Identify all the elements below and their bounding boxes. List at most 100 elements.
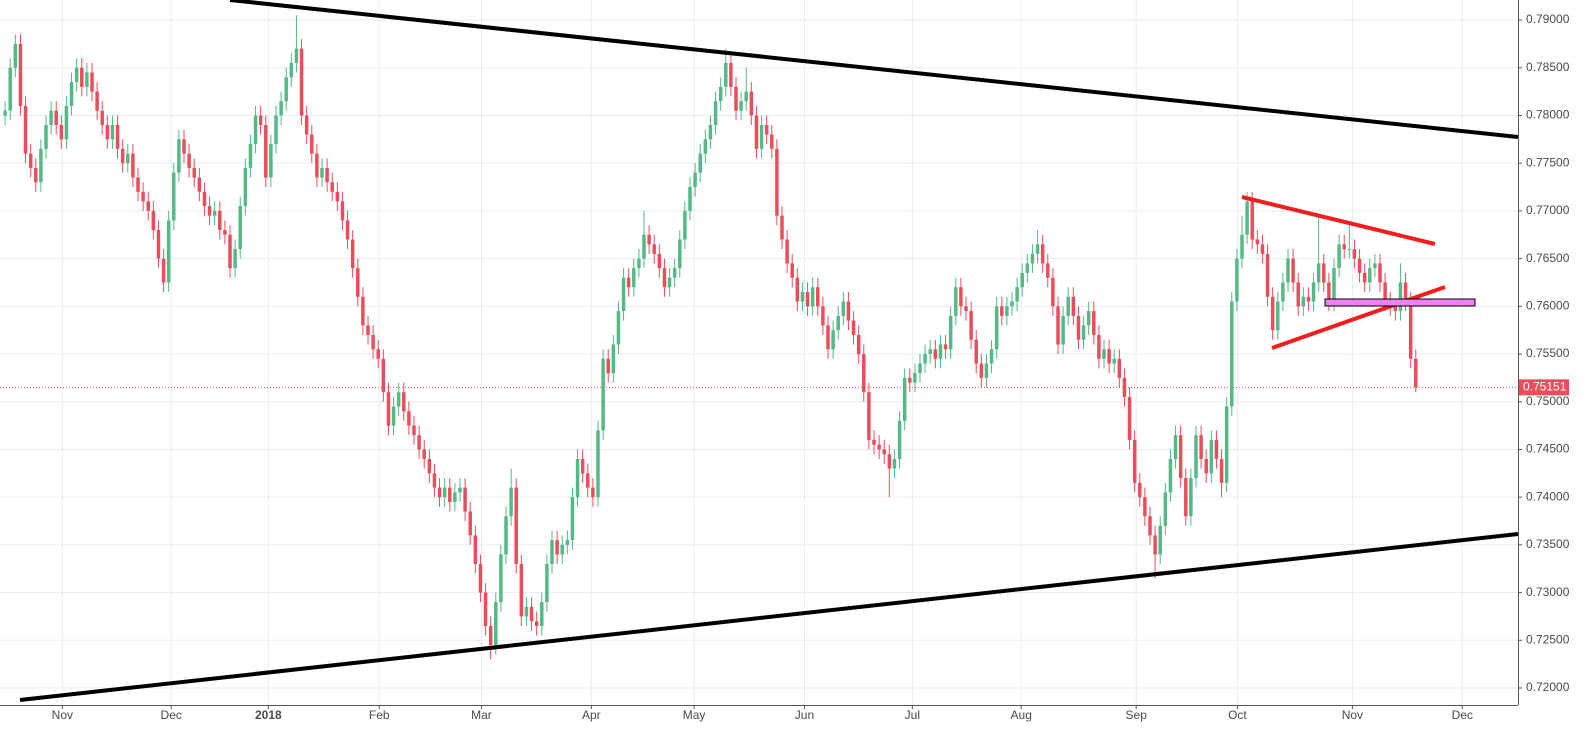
candle-body	[279, 101, 283, 116]
candle-body	[120, 148, 125, 164]
candle-body	[744, 91, 748, 102]
candle-body	[851, 320, 856, 335]
wedge-upper-line	[1241, 195, 1436, 246]
upper-trendline	[229, 0, 1519, 139]
x-tick-label: 2018	[255, 708, 282, 722]
candle-body	[422, 449, 426, 459]
candle-body	[846, 301, 851, 321]
candle-body	[1357, 258, 1362, 273]
candle-body	[1097, 334, 1101, 359]
candle-body	[560, 544, 564, 555]
candle-body	[928, 349, 932, 355]
candle-body	[724, 62, 728, 87]
candle-body	[85, 72, 89, 87]
candle-body	[110, 125, 115, 140]
candle-body	[386, 392, 391, 426]
candle-body	[667, 277, 672, 288]
candle-body	[1265, 253, 1270, 297]
candle-body	[657, 253, 662, 269]
candle-body	[1189, 478, 1193, 517]
candle-body	[442, 487, 447, 498]
candle-body	[1000, 306, 1004, 316]
candle-body	[136, 177, 140, 192]
candle-body	[468, 511, 472, 536]
candle-body	[340, 201, 345, 221]
candle-body	[734, 86, 738, 111]
candle-body	[969, 311, 973, 340]
candle-body	[805, 292, 810, 307]
candle-body	[1316, 263, 1321, 283]
candle-body	[274, 115, 278, 145]
candle-body	[1322, 263, 1326, 283]
candle-body	[672, 268, 677, 278]
candle-body	[933, 349, 938, 359]
candle-body	[642, 234, 646, 259]
y-tick-label: 0.76000	[1526, 298, 1570, 312]
candle-body	[361, 296, 365, 326]
candle-body	[790, 263, 794, 278]
last-price-tag	[1519, 379, 1569, 396]
candle-body	[80, 67, 84, 87]
candle-body	[192, 167, 196, 178]
candle-body	[299, 48, 304, 116]
candle-body	[325, 167, 329, 183]
candle-body	[519, 563, 524, 617]
x-tick-label: Jun	[795, 708, 814, 722]
candle-body	[427, 458, 432, 474]
x-tick-label: Oct	[1228, 708, 1247, 722]
candle-body	[540, 602, 544, 626]
candle-body	[856, 334, 861, 355]
candle-body	[989, 349, 994, 364]
candle-body	[417, 435, 421, 450]
candle-body	[1214, 439, 1219, 459]
candle-body	[207, 206, 212, 216]
candle-body	[831, 330, 835, 350]
candle-body	[1117, 358, 1122, 378]
y-tick-label: 0.79000	[1526, 12, 1570, 26]
candle-body	[320, 167, 324, 178]
candle-body	[555, 540, 559, 555]
candle-body	[534, 621, 539, 626]
candle-body	[795, 277, 800, 302]
candle-body	[59, 125, 64, 140]
candle-body	[182, 139, 186, 154]
drawings	[19, 0, 1519, 702]
candle-body	[1230, 301, 1234, 407]
candle-body	[1158, 525, 1162, 555]
candle-body	[258, 115, 263, 126]
candle-body	[1414, 358, 1418, 388]
candle-body	[233, 249, 237, 269]
candle-body	[897, 420, 902, 459]
candle-body	[1081, 325, 1086, 340]
support-zone	[1324, 298, 1476, 307]
candle-body	[1224, 406, 1229, 483]
candle-body	[330, 182, 334, 192]
candle-body	[1148, 516, 1152, 536]
candle-body	[596, 430, 600, 498]
candle-body	[1107, 349, 1111, 364]
candle-body	[289, 62, 294, 78]
candle-body	[494, 602, 498, 646]
y-tick-label: 0.76500	[1526, 251, 1570, 265]
candle-body	[1178, 435, 1183, 479]
candle-body	[984, 363, 989, 378]
candle-body	[759, 125, 764, 149]
candle-body	[693, 172, 697, 188]
candle-body	[8, 67, 12, 111]
candle-body	[529, 606, 534, 622]
candles	[0, 15, 1518, 660]
candle-body	[1250, 201, 1254, 240]
candle-body	[366, 325, 370, 335]
candle-body	[1020, 272, 1024, 288]
candle-body	[90, 72, 94, 92]
candle-body	[509, 487, 513, 517]
candle-body	[810, 287, 815, 307]
candle-body	[575, 458, 580, 498]
candle-body	[1163, 492, 1168, 526]
candle-body	[621, 277, 626, 312]
candle-body	[1373, 263, 1377, 269]
candle-body	[1398, 282, 1403, 312]
candle-body	[458, 487, 462, 493]
candle-body	[396, 392, 401, 407]
